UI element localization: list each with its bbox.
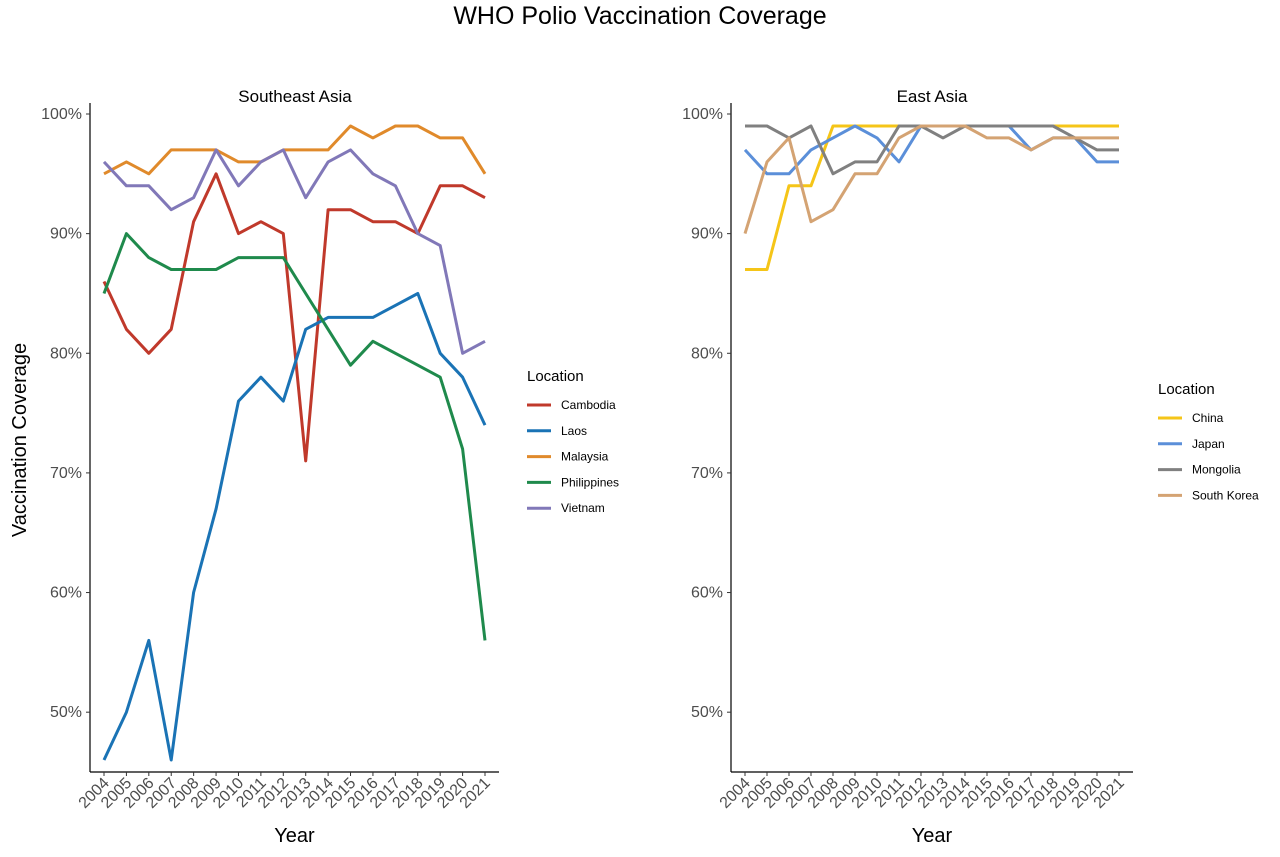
panel-southeast-asia: Southeast Asia50%60%70%80%90%100%2004200…: [9, 87, 619, 847]
x-axis-title: Year: [912, 825, 953, 847]
y-tick-label: 100%: [41, 106, 82, 123]
y-tick-label: 70%: [50, 465, 82, 482]
y-tick-label: 70%: [691, 465, 723, 482]
y-tick-label: 60%: [50, 585, 82, 602]
panel-title: East Asia: [897, 87, 968, 106]
series-line-mongolia: [745, 124, 1119, 176]
legend-label: Philippines: [561, 475, 619, 489]
panel-east-asia: East Asia50%60%70%80%90%100%200420052006…: [682, 87, 1259, 847]
legend-label: Cambodia: [561, 398, 616, 412]
panel-title: Southeast Asia: [238, 87, 352, 106]
legend-title: Location: [1158, 381, 1215, 398]
y-tick-label: 80%: [691, 345, 723, 362]
legend-label: China: [1192, 411, 1224, 425]
legend-label: Malaysia: [561, 450, 609, 464]
legend-label: Mongolia: [1192, 463, 1241, 477]
series-line-south-korea: [743, 124, 1119, 235]
y-tick-label: 50%: [691, 704, 723, 721]
y-tick-label: 80%: [50, 345, 82, 362]
series-line-philippines: [102, 232, 487, 641]
y-tick-label: 90%: [50, 226, 82, 243]
legend-label: Vietnam: [561, 501, 605, 515]
series-line-china: [745, 124, 1119, 271]
y-tick-label: 90%: [691, 226, 723, 243]
y-tick-label: 100%: [682, 106, 723, 123]
y-axis-title: Vaccination Coverage: [9, 343, 31, 537]
series-line-vietnam: [102, 148, 486, 355]
y-tick-label: 60%: [691, 585, 723, 602]
series-line-laos: [102, 292, 487, 762]
legend-label: South Korea: [1192, 488, 1259, 502]
x-axis-title: Year: [274, 825, 315, 847]
legend-title: Location: [527, 368, 584, 385]
chart-main-title: WHO Polio Vaccination Coverage: [453, 2, 827, 30]
series-line-malaysia: [103, 124, 487, 176]
legend-label: Laos: [561, 424, 587, 438]
legend-label: Japan: [1192, 437, 1225, 451]
y-tick-label: 50%: [50, 704, 82, 721]
series-line-cambodia: [102, 172, 486, 463]
